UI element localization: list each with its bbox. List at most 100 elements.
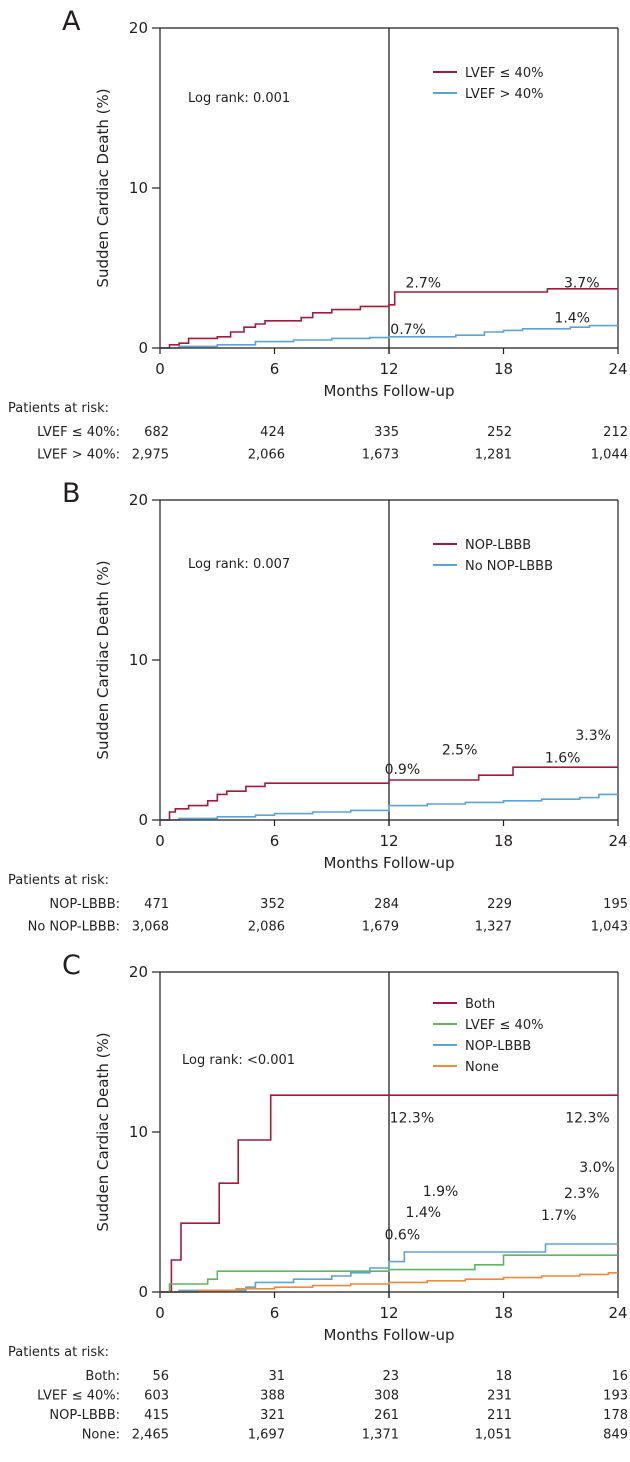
x-tick-label: 6 (270, 1304, 280, 1322)
risk-value: 1,679 (362, 920, 399, 935)
legend-label: NOP-LBBB (465, 538, 531, 553)
risk-value: 1,281 (475, 448, 512, 463)
x-axis-title: Months Follow-up (323, 382, 454, 400)
point-label: 2.7% (406, 275, 442, 291)
risk-row-label: LVEF ≤ 40%: (37, 425, 120, 440)
risk-value: 682 (144, 425, 169, 440)
panel-label: B (62, 478, 81, 509)
risk-value: 424 (260, 425, 285, 440)
point-label: 0.9% (385, 762, 421, 778)
risk-value: 1,043 (591, 920, 628, 935)
risk-value: 229 (487, 897, 512, 912)
risk-row-label: None: (82, 1428, 120, 1443)
risk-value: 31 (268, 1369, 285, 1384)
legend-label: LVEF > 40% (465, 87, 543, 102)
risk-value: 18 (495, 1369, 512, 1384)
risk-value: 193 (603, 1389, 628, 1404)
risk-value: 388 (260, 1389, 285, 1404)
panel-label: C (62, 950, 81, 981)
risk-value: 1,044 (591, 448, 628, 463)
x-tick-label: 12 (379, 360, 398, 378)
risk-value: 352 (260, 897, 285, 912)
risk-value: 211 (487, 1408, 512, 1423)
y-tick-label: 0 (138, 339, 148, 357)
legend-label: No NOP-LBBB (465, 559, 553, 574)
x-tick-label: 12 (379, 832, 398, 850)
risk-value: 195 (603, 897, 628, 912)
series-line-1 (160, 793, 618, 821)
risk-value: 308 (374, 1389, 399, 1404)
series-line-3 (160, 1272, 618, 1293)
risk-value: 2,465 (132, 1428, 169, 1443)
log-rank-annotation: Log rank: 0.007 (188, 557, 290, 572)
risk-value: 1,673 (362, 448, 399, 463)
risk-value: 252 (487, 425, 512, 440)
risk-row-label: No NOP-LBBB: (28, 920, 120, 935)
y-axis-title: Sudden Cardiac Death (%) (94, 560, 112, 759)
x-tick-label: 0 (155, 360, 165, 378)
x-tick-label: 12 (379, 1304, 398, 1322)
x-tick-label: 6 (270, 360, 280, 378)
risk-value: 2,066 (248, 448, 285, 463)
point-label: 3.0% (579, 1160, 615, 1176)
risk-value: 1,371 (362, 1428, 399, 1443)
y-tick-label: 20 (129, 963, 148, 981)
risk-value: 56 (152, 1369, 169, 1384)
risk-value: 603 (144, 1389, 169, 1404)
point-label: 2.3% (564, 1186, 600, 1202)
point-label: 3.3% (575, 728, 611, 744)
risk-row-label: LVEF > 40%: (37, 448, 120, 463)
y-tick-label: 20 (129, 19, 148, 37)
x-tick-label: 18 (494, 832, 513, 850)
risk-value: 1,051 (475, 1428, 512, 1443)
y-tick-label: 10 (129, 651, 148, 669)
legend-label: LVEF ≤ 40% (465, 1018, 543, 1033)
point-label: 0.6% (385, 1227, 421, 1243)
x-tick-label: 24 (608, 1304, 627, 1322)
series-line-0 (160, 288, 618, 349)
x-tick-label: 6 (270, 832, 280, 850)
point-label: 1.4% (406, 1205, 442, 1221)
point-label: 1.9% (423, 1184, 459, 1200)
legend-label: LVEF ≤ 40% (465, 66, 543, 81)
point-label: 1.6% (545, 751, 581, 767)
risk-value: 1,327 (475, 920, 512, 935)
y-tick-label: 0 (138, 811, 148, 829)
risk-row-label: Both: (85, 1369, 120, 1384)
risk-value: 2,086 (248, 920, 285, 935)
series-line-0 (160, 1094, 618, 1293)
risk-table-header: Patients at risk: (8, 1345, 109, 1360)
y-tick-label: 10 (129, 179, 148, 197)
x-axis-title: Months Follow-up (323, 854, 454, 872)
y-tick-label: 0 (138, 1283, 148, 1301)
risk-value: 284 (374, 897, 399, 912)
risk-table-header: Patients at risk: (8, 873, 109, 888)
risk-value: 261 (374, 1408, 399, 1423)
point-label: 3.7% (564, 275, 600, 291)
x-tick-label: 0 (155, 1304, 165, 1322)
series-line-1 (160, 324, 618, 349)
log-rank-annotation: Log rank: 0.001 (188, 91, 290, 106)
point-label: 1.4% (554, 311, 590, 327)
x-tick-label: 24 (608, 832, 627, 850)
point-label: 0.7% (390, 322, 426, 338)
risk-value: 23 (382, 1369, 399, 1384)
risk-value: 212 (603, 425, 628, 440)
risk-value: 16 (611, 1369, 628, 1384)
risk-value: 3,068 (132, 920, 169, 935)
x-axis-title: Months Follow-up (323, 1326, 454, 1344)
legend-label: NOP-LBBB (465, 1039, 531, 1054)
x-tick-label: 18 (494, 1304, 513, 1322)
series-line-0 (160, 766, 618, 821)
point-label: 12.3% (390, 1111, 434, 1127)
x-tick-label: 18 (494, 360, 513, 378)
panel-label: A (62, 6, 81, 37)
x-tick-label: 0 (155, 832, 165, 850)
point-label: 12.3% (565, 1111, 609, 1127)
risk-row-label: NOP-LBBB: (49, 897, 120, 912)
y-axis-title: Sudden Cardiac Death (%) (94, 88, 112, 287)
risk-row-label: LVEF ≤ 40%: (37, 1389, 120, 1404)
risk-value: 231 (487, 1389, 512, 1404)
point-label: 1.7% (541, 1208, 577, 1224)
